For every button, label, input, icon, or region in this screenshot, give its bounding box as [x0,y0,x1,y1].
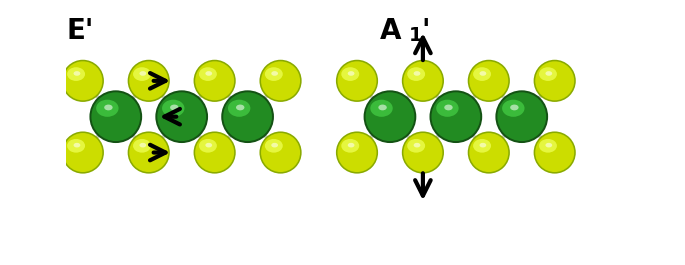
Ellipse shape [236,105,245,110]
Ellipse shape [402,60,444,102]
Ellipse shape [261,61,300,100]
Ellipse shape [495,90,548,143]
Ellipse shape [469,133,508,172]
Ellipse shape [539,67,557,81]
Ellipse shape [338,133,377,172]
Ellipse shape [158,92,206,141]
Ellipse shape [260,131,301,174]
Text: E': E' [66,16,94,45]
Ellipse shape [479,143,486,148]
Ellipse shape [414,71,421,76]
Ellipse shape [341,139,359,153]
Ellipse shape [539,139,557,153]
Ellipse shape [271,143,278,148]
Ellipse shape [366,92,414,141]
Ellipse shape [67,67,85,81]
Ellipse shape [338,61,377,100]
Ellipse shape [535,61,574,100]
Ellipse shape [402,131,444,174]
Ellipse shape [341,67,359,81]
Ellipse shape [221,90,274,143]
Ellipse shape [336,60,378,102]
Text: A: A [379,16,401,45]
Ellipse shape [336,131,378,174]
Ellipse shape [129,61,169,100]
Ellipse shape [469,61,508,100]
Ellipse shape [445,105,453,110]
Ellipse shape [127,131,170,174]
Ellipse shape [194,60,236,102]
Ellipse shape [127,60,170,102]
Ellipse shape [468,131,510,174]
Ellipse shape [407,139,425,153]
Ellipse shape [195,133,234,172]
Ellipse shape [62,60,104,102]
Ellipse shape [364,90,416,143]
Ellipse shape [199,67,217,81]
Ellipse shape [265,139,283,153]
Ellipse shape [479,71,486,76]
Ellipse shape [63,61,102,100]
Ellipse shape [73,143,80,148]
Ellipse shape [199,139,217,153]
Ellipse shape [407,67,425,81]
Ellipse shape [545,143,552,148]
Ellipse shape [91,92,140,141]
Ellipse shape [140,71,146,76]
Ellipse shape [223,92,272,141]
Ellipse shape [228,100,251,117]
Ellipse shape [206,143,212,148]
Ellipse shape [195,61,234,100]
Ellipse shape [133,139,151,153]
Ellipse shape [162,100,184,117]
Ellipse shape [535,133,574,172]
Text: 1: 1 [408,26,422,45]
Ellipse shape [129,133,169,172]
Ellipse shape [194,131,236,174]
Ellipse shape [261,133,300,172]
Ellipse shape [348,143,354,148]
Ellipse shape [502,100,525,117]
Ellipse shape [73,71,80,76]
Ellipse shape [510,105,519,110]
Ellipse shape [473,139,491,153]
Ellipse shape [62,131,104,174]
Ellipse shape [545,71,552,76]
Ellipse shape [63,133,102,172]
Ellipse shape [155,90,208,143]
Ellipse shape [348,71,354,76]
Ellipse shape [403,61,443,100]
Ellipse shape [170,105,179,110]
Ellipse shape [468,60,510,102]
Ellipse shape [534,60,576,102]
Ellipse shape [432,92,480,141]
Ellipse shape [265,67,283,81]
Ellipse shape [473,67,491,81]
Ellipse shape [436,100,459,117]
Ellipse shape [378,105,387,110]
Ellipse shape [90,90,142,143]
Ellipse shape [96,100,119,117]
Ellipse shape [104,105,112,110]
Ellipse shape [140,143,146,148]
Ellipse shape [133,67,151,81]
Text: ': ' [421,16,430,45]
Ellipse shape [534,131,576,174]
Ellipse shape [429,90,482,143]
Ellipse shape [206,71,212,76]
Ellipse shape [271,71,278,76]
Ellipse shape [403,133,443,172]
Ellipse shape [371,100,393,117]
Ellipse shape [497,92,546,141]
Ellipse shape [414,143,421,148]
Ellipse shape [260,60,301,102]
Ellipse shape [67,139,85,153]
